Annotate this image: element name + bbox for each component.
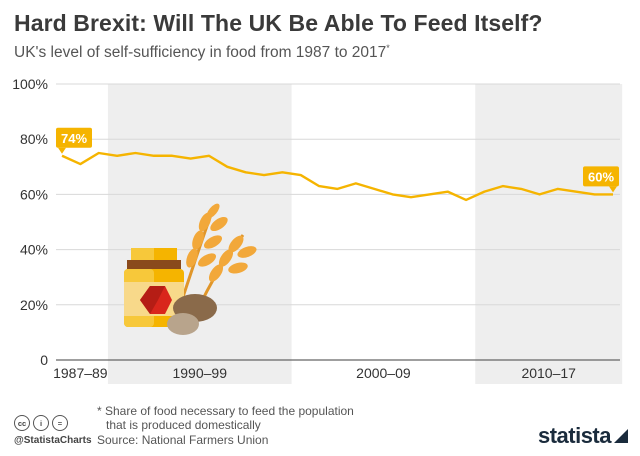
callout-pointer bbox=[609, 186, 617, 193]
y-tick-label: 20% bbox=[20, 297, 48, 313]
self-sufficiency-line bbox=[61, 151, 613, 202]
period-label: 1990–99 bbox=[172, 365, 227, 381]
y-tick-label: 80% bbox=[20, 131, 48, 147]
potato-icon bbox=[167, 294, 217, 335]
callout-label: 60% bbox=[588, 169, 614, 184]
period-band bbox=[475, 84, 623, 384]
period-label: 2010–17 bbox=[521, 365, 576, 381]
y-tick-label: 60% bbox=[20, 186, 48, 202]
footnote-line-1: * Share of food necessary to feed the po… bbox=[97, 404, 354, 418]
y-tick-label: 100% bbox=[12, 76, 48, 92]
callout-box bbox=[56, 127, 92, 148]
license-icons: cc i = bbox=[14, 415, 68, 431]
y-axis-ticks: 0 20% 40% 60% 80% 100% bbox=[12, 76, 48, 368]
callout-box bbox=[583, 166, 619, 187]
no-derivatives-icon: = bbox=[52, 415, 68, 431]
callout-pointer bbox=[58, 147, 66, 154]
food-illustration bbox=[124, 203, 257, 335]
wheat-icon bbox=[180, 203, 257, 306]
attribution-icon: i bbox=[33, 415, 49, 431]
period-bands bbox=[107, 84, 623, 384]
twitter-handle[interactable]: @StatistaCharts bbox=[14, 435, 92, 446]
brand-wordmark: statista bbox=[537, 423, 612, 448]
statista-logo[interactable]: statista bbox=[538, 423, 628, 449]
callout-label: 74% bbox=[61, 131, 87, 146]
period-label: 2000–09 bbox=[356, 365, 411, 381]
y-tick-label: 40% bbox=[20, 242, 48, 258]
period-label: 1987–89 bbox=[53, 365, 108, 381]
cc-icon: cc bbox=[14, 415, 30, 431]
period-labels: 1987–89 1990–99 2000–09 2010–17 bbox=[53, 365, 576, 381]
chart-title: Hard Brexit: Will The UK Be Able To Feed… bbox=[14, 10, 543, 36]
y-tick-label: 0 bbox=[40, 352, 48, 368]
footnote: * Share of food necessary to feed the po… bbox=[97, 404, 354, 432]
brand-mark-icon bbox=[614, 429, 628, 443]
source-note: Source: National Farmers Union bbox=[97, 433, 269, 447]
subtitle-asterisk: * bbox=[386, 43, 390, 53]
value-callouts: 74% 60% bbox=[56, 127, 619, 193]
footnote-line-2: that is produced domestically bbox=[106, 418, 261, 432]
chart-subtitle: UK's level of self-sufficiency in food f… bbox=[14, 43, 390, 62]
subtitle-text: UK's level of self-sufficiency in food f… bbox=[14, 44, 387, 62]
